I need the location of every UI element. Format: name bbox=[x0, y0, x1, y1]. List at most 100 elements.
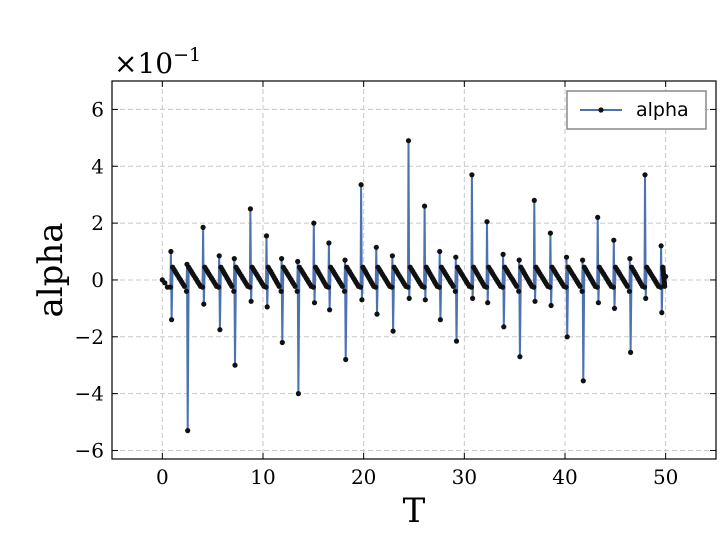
data-point bbox=[627, 256, 633, 262]
data-point bbox=[217, 327, 223, 333]
data-point bbox=[389, 284, 395, 290]
data-point bbox=[183, 288, 190, 294]
data-point bbox=[248, 298, 254, 304]
data-point bbox=[658, 243, 664, 249]
data-point bbox=[500, 251, 506, 257]
legend-marker-alpha bbox=[598, 107, 604, 113]
data-point bbox=[564, 334, 570, 340]
data-point bbox=[468, 284, 474, 290]
data-point bbox=[295, 258, 301, 265]
data-point bbox=[436, 284, 442, 290]
data-point bbox=[624, 283, 630, 289]
data-point bbox=[642, 172, 648, 178]
data-point bbox=[276, 283, 282, 289]
data-point bbox=[501, 324, 507, 330]
x-tick-label: 50 bbox=[653, 465, 678, 489]
data-point bbox=[516, 288, 522, 294]
data-point bbox=[264, 304, 270, 310]
y-tick-label: 4 bbox=[91, 154, 104, 178]
x-tick-label: 40 bbox=[552, 465, 577, 489]
data-point bbox=[452, 288, 458, 294]
data-point bbox=[294, 288, 300, 294]
data-point bbox=[531, 284, 537, 290]
data-point bbox=[406, 295, 412, 301]
data-point bbox=[663, 273, 669, 280]
data-point bbox=[610, 284, 616, 290]
data-point bbox=[531, 197, 537, 203]
y-tick-label: 6 bbox=[91, 97, 104, 121]
y-multiplier-exponent: −1 bbox=[173, 44, 201, 66]
data-point bbox=[662, 283, 668, 289]
data-point bbox=[231, 288, 237, 294]
data-point bbox=[310, 284, 316, 290]
data-point bbox=[325, 284, 331, 290]
data-point bbox=[326, 240, 332, 246]
data-point bbox=[579, 288, 585, 294]
data-point bbox=[263, 284, 269, 290]
data-point bbox=[342, 257, 348, 263]
data-point bbox=[514, 283, 520, 289]
legend-label-alpha: alpha bbox=[636, 99, 689, 121]
data-point bbox=[263, 233, 270, 239]
y-tick-label: 0 bbox=[91, 268, 104, 292]
axis-ticks: 0 10 20 30 40 50 −6 −4 −2 0 2 4 6 bbox=[75, 81, 716, 489]
data-point bbox=[659, 310, 665, 316]
data-point bbox=[532, 298, 538, 304]
data-point bbox=[279, 339, 285, 346]
data-point bbox=[405, 284, 411, 290]
data-point bbox=[339, 283, 345, 289]
data-point bbox=[168, 248, 174, 255]
data-point bbox=[453, 338, 460, 344]
data-point bbox=[201, 301, 207, 307]
data-point bbox=[500, 284, 506, 290]
data-point bbox=[641, 284, 648, 290]
data-point bbox=[167, 284, 173, 290]
data-point bbox=[548, 302, 554, 309]
data-point bbox=[295, 391, 301, 397]
data-point bbox=[231, 256, 237, 262]
data-point bbox=[343, 356, 349, 363]
data-point bbox=[229, 283, 235, 289]
data-point bbox=[358, 182, 364, 188]
data-point bbox=[185, 428, 191, 434]
data-point bbox=[232, 362, 238, 368]
data-point bbox=[516, 257, 522, 263]
data-point bbox=[594, 284, 600, 290]
data-point bbox=[547, 230, 554, 236]
data-point bbox=[658, 284, 664, 290]
data-point bbox=[405, 138, 412, 144]
data-point bbox=[422, 297, 428, 303]
data-point bbox=[453, 254, 459, 260]
data-point bbox=[517, 354, 523, 360]
data-point bbox=[563, 254, 570, 260]
x-tick-label: 10 bbox=[250, 465, 275, 489]
x-tick-label: 30 bbox=[452, 465, 477, 489]
data-point bbox=[200, 284, 206, 290]
data-point bbox=[311, 220, 317, 226]
data-point bbox=[485, 300, 491, 306]
data-point bbox=[580, 378, 586, 384]
data-point bbox=[421, 284, 427, 290]
data-point bbox=[247, 284, 253, 290]
data-point bbox=[643, 295, 649, 301]
y-tick-label: 2 bbox=[91, 211, 104, 235]
data-point bbox=[162, 280, 168, 286]
data-point bbox=[563, 284, 569, 290]
data-point bbox=[470, 295, 476, 301]
data-point bbox=[358, 284, 364, 290]
data-point bbox=[279, 256, 285, 262]
data-point bbox=[373, 244, 379, 250]
y-multiplier: ×10−1 bbox=[114, 44, 201, 80]
x-tick-label: 20 bbox=[351, 465, 376, 489]
legend: alpha bbox=[566, 90, 707, 130]
y-tick-label: −4 bbox=[75, 382, 104, 406]
data-point bbox=[200, 224, 206, 230]
y-tick-label: −2 bbox=[75, 325, 104, 349]
data-point bbox=[450, 283, 456, 289]
data-point bbox=[216, 284, 222, 290]
data-point bbox=[278, 288, 284, 294]
data-point bbox=[216, 253, 222, 259]
x-axis-title: T bbox=[403, 491, 426, 531]
data-point bbox=[547, 284, 553, 290]
data-point bbox=[359, 297, 365, 303]
